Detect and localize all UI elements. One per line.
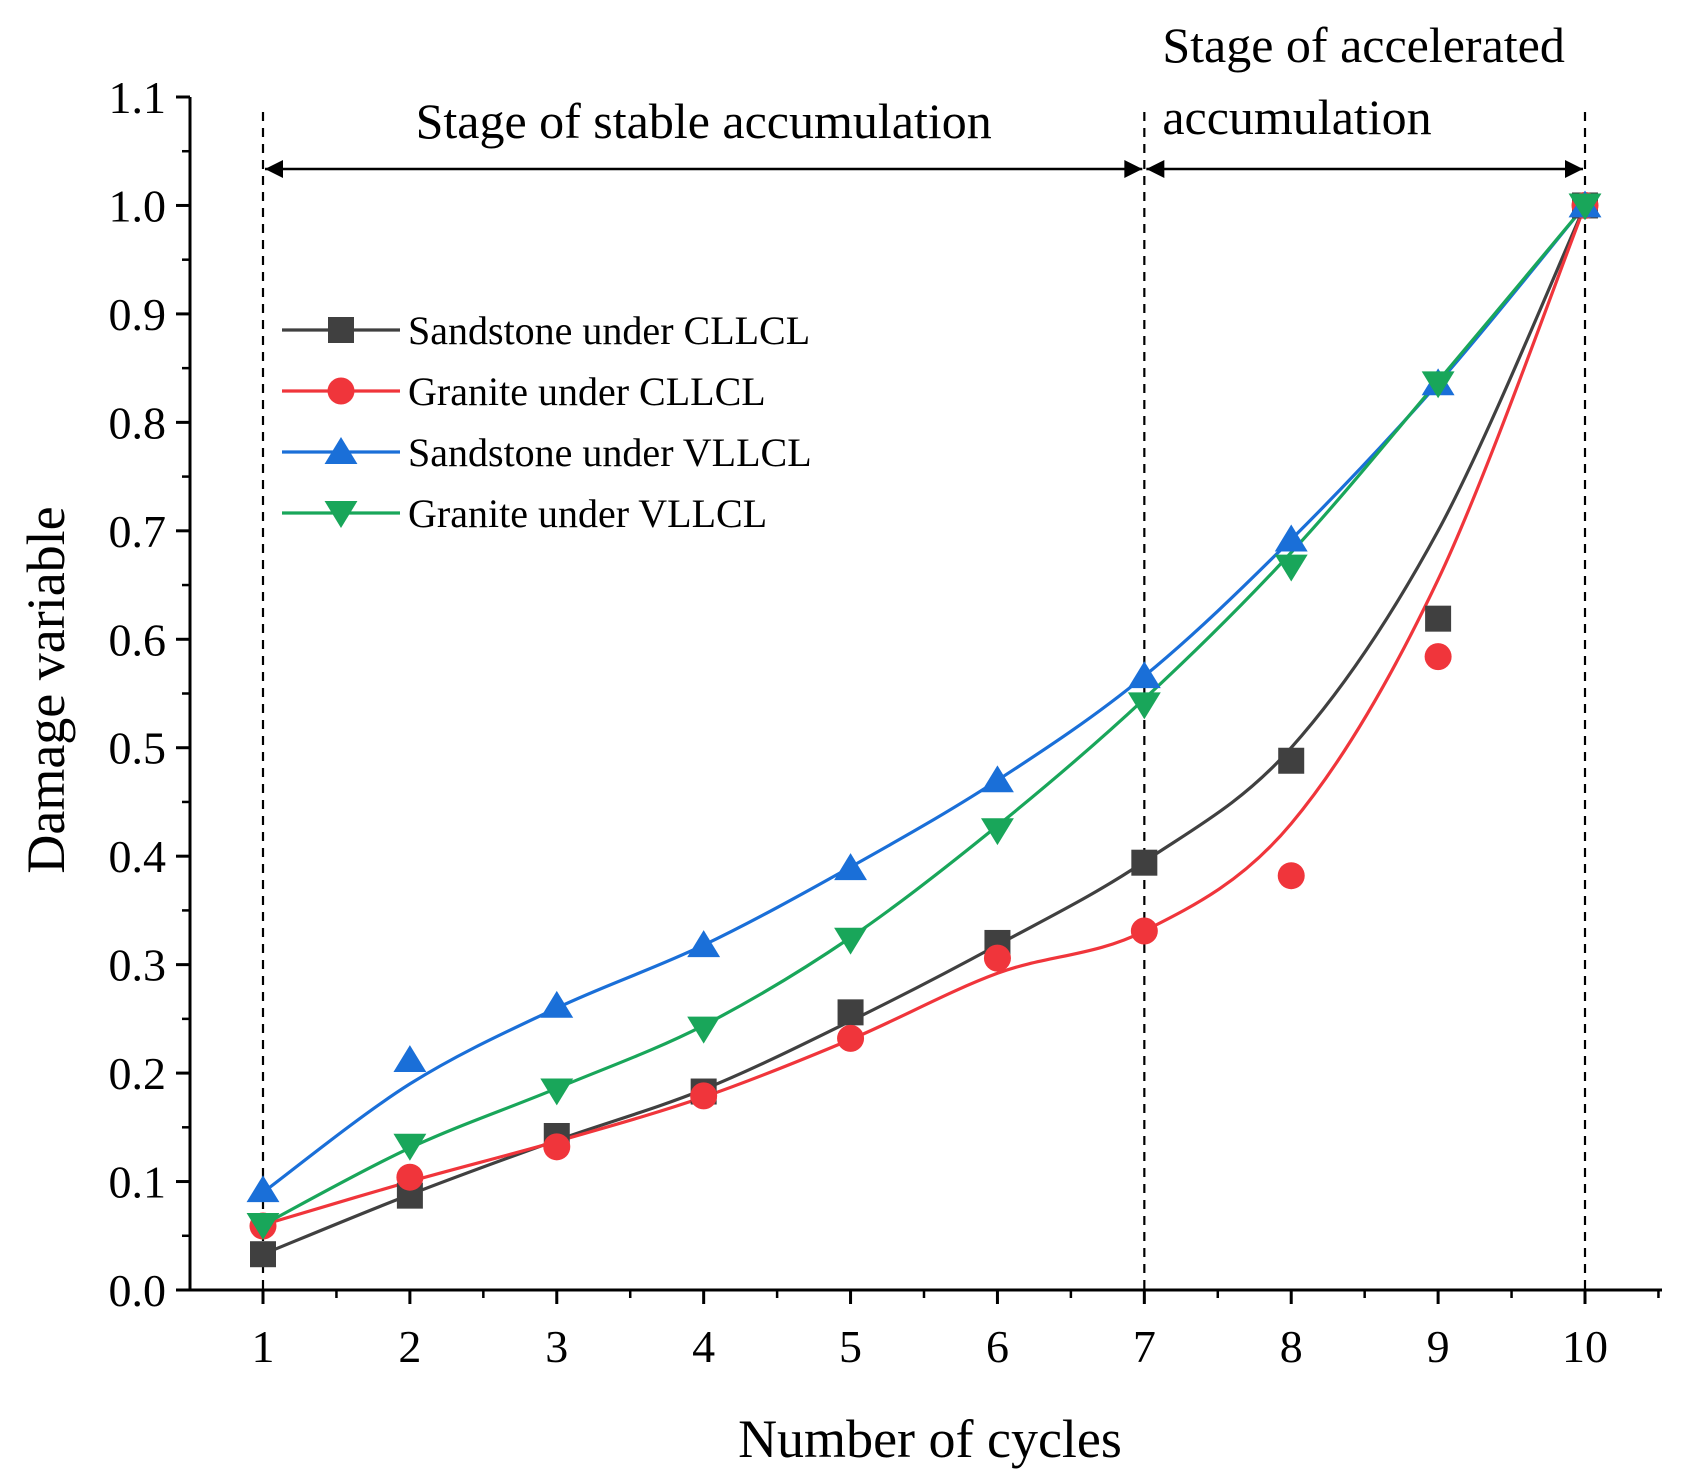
sandstone-under-cllcl-point bbox=[1425, 605, 1452, 632]
sandstone-under-cllcl-point bbox=[1278, 747, 1305, 774]
sandstone-under-vllcl-point bbox=[540, 990, 574, 1018]
sandstone-under-cllcl-point bbox=[250, 1241, 276, 1268]
sandstone-under-cllcl-curve bbox=[262, 204, 1587, 1256]
granite-under-vllcl-point bbox=[687, 1016, 721, 1044]
granite-under-vllcl-point bbox=[246, 1212, 280, 1240]
granite-under-cllcl-point bbox=[690, 1082, 718, 1110]
legend-label-sandstone-under-vllcl: Sandstone under VLLCL bbox=[408, 430, 812, 475]
y-tick-label: 0.1 bbox=[109, 1157, 167, 1208]
x-axis-title: Number of cycles bbox=[738, 1409, 1122, 1469]
accelerated-stage-label-line1: Stage of accelerated bbox=[1162, 17, 1565, 73]
sandstone-under-vllcl-point bbox=[246, 1175, 280, 1203]
granite-under-vllcl-point bbox=[393, 1133, 427, 1161]
x-tick-label: 5 bbox=[839, 1321, 862, 1372]
granite-under-cllcl-curve bbox=[262, 204, 1587, 1227]
granite-under-vllcl-point bbox=[834, 927, 868, 955]
sandstone-under-vllcl-point bbox=[834, 853, 868, 881]
granite-under-vllcl-point bbox=[1127, 692, 1161, 720]
legend: Sandstone under CLLCL Granite under CLLCL… bbox=[282, 308, 812, 536]
sandstone-under-vllcl-point bbox=[980, 765, 1014, 793]
granite-under-vllcl-point bbox=[980, 818, 1014, 846]
granite-under-cllcl-point bbox=[543, 1133, 571, 1161]
y-tick-label: 0.0 bbox=[109, 1265, 167, 1316]
stage-annotations: Stage of stable accumulation Stage of acc… bbox=[265, 17, 1583, 178]
y-tick-label: 0.8 bbox=[109, 397, 167, 448]
y-axis-title: Damage variable bbox=[16, 506, 76, 873]
y-tick-label: 1.1 bbox=[109, 72, 167, 123]
y-tick-label: 0.2 bbox=[109, 1048, 167, 1099]
x-tick-label: 2 bbox=[398, 1321, 421, 1372]
x-tick-label: 4 bbox=[692, 1321, 715, 1372]
legend-marker-sandstone-under-vllcl bbox=[324, 437, 358, 464]
y-tick-label: 0.7 bbox=[109, 506, 167, 557]
granite-under-cllcl-point bbox=[1277, 862, 1305, 890]
granite-under-cllcl-point bbox=[396, 1163, 424, 1191]
x-tick-label: 3 bbox=[545, 1321, 568, 1372]
stable-stage-label: Stage of stable accumulation bbox=[416, 93, 992, 149]
x-tick-label: 8 bbox=[1280, 1321, 1303, 1372]
legend-label-granite-under-cllcl: Granite under CLLCL bbox=[408, 369, 766, 414]
granite-under-cllcl-point bbox=[983, 944, 1011, 972]
sandstone-under-vllcl-curve bbox=[262, 204, 1587, 1194]
y-tick-label: 0.6 bbox=[109, 614, 167, 665]
sandstone-under-cllcl-point bbox=[837, 999, 864, 1026]
legend-label-granite-under-vllcl: Granite under VLLCL bbox=[408, 491, 767, 536]
axes: 0.0 0.1 0.2 0.3 0.4 0.5 0.6 0.7 0.8 0.9 1.0 1.1 1 2 3 4… bbox=[109, 72, 1662, 1372]
x-tick-label: 9 bbox=[1427, 1321, 1450, 1372]
granite-under-cllcl-point bbox=[1424, 643, 1452, 671]
legend-label-sandstone-under-cllcl: Sandstone under CLLCL bbox=[408, 308, 810, 353]
legend-marker-granite-under-vllcl bbox=[324, 501, 358, 528]
data-points bbox=[246, 190, 1602, 1268]
y-tick-label: 0.3 bbox=[109, 940, 167, 991]
granite-under-vllcl-point bbox=[540, 1078, 574, 1106]
y-tick-label: 0.4 bbox=[109, 831, 167, 882]
legend-marker-granite-under-cllcl bbox=[327, 377, 355, 405]
accelerated-stage-label-line2: accumulation bbox=[1162, 89, 1431, 145]
sandstone-under-vllcl-point bbox=[687, 930, 721, 958]
y-tick-label: 1.0 bbox=[109, 180, 167, 231]
sandstone-under-cllcl-point bbox=[1131, 849, 1158, 876]
reference-lines bbox=[261, 112, 1587, 1290]
y-tick-label: 0.9 bbox=[109, 289, 167, 340]
sandstone-under-vllcl-point bbox=[1127, 661, 1161, 689]
sandstone-under-vllcl-point bbox=[393, 1045, 427, 1073]
fit-curves bbox=[262, 204, 1587, 1256]
legend-marker-sandstone-under-cllcl bbox=[328, 317, 354, 343]
granite-under-vllcl-point bbox=[1274, 554, 1308, 582]
sandstone-under-vllcl-point bbox=[1274, 524, 1308, 552]
x-tick-label: 10 bbox=[1562, 1321, 1608, 1372]
x-tick-label: 6 bbox=[986, 1321, 1009, 1372]
x-tick-label: 1 bbox=[252, 1321, 275, 1372]
granite-under-vllcl-curve bbox=[262, 204, 1587, 1227]
granite-under-vllcl-point bbox=[1568, 193, 1602, 221]
granite-under-cllcl-point bbox=[837, 1024, 865, 1052]
granite-under-cllcl-point bbox=[1130, 917, 1158, 945]
granite-under-vllcl-point bbox=[1421, 371, 1455, 399]
y-tick-label: 0.5 bbox=[109, 723, 167, 774]
x-tick-label: 7 bbox=[1133, 1321, 1156, 1372]
